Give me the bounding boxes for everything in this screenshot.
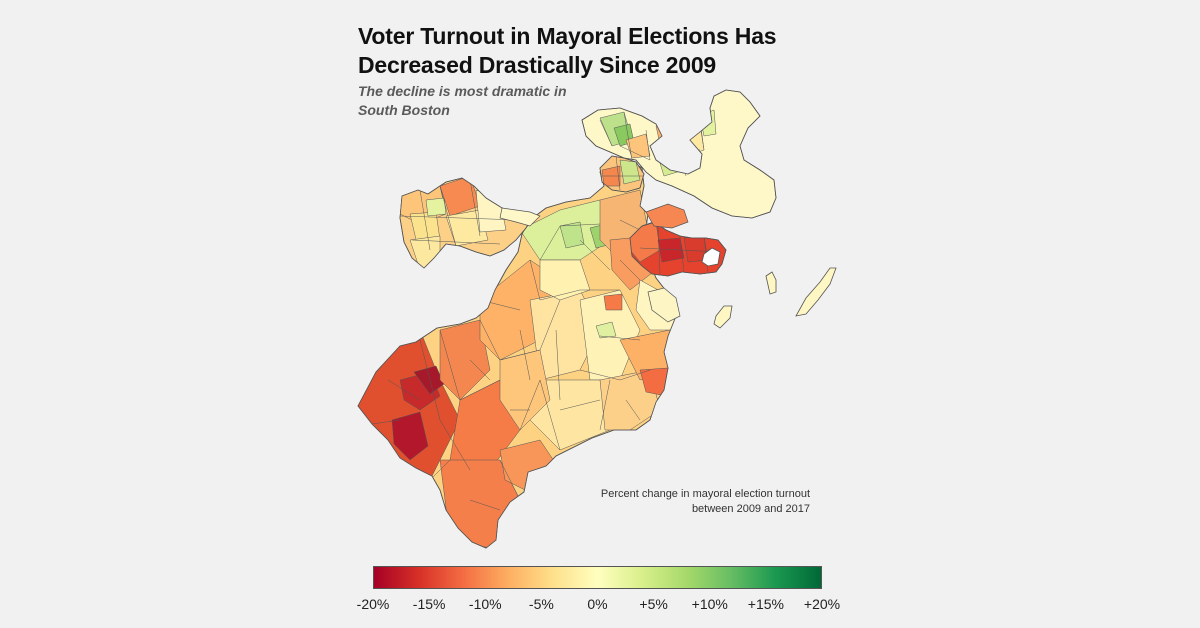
legend-caption: Percent change in mayoral election turno… xyxy=(560,487,810,517)
scale-tick-label: -20% xyxy=(356,596,390,612)
scale-tick-label: -15% xyxy=(412,596,446,612)
scale-tick-label: -10% xyxy=(468,596,502,612)
scale-tick-label: -5% xyxy=(528,596,554,612)
map-subtitle-line-1: The decline is most dramatic in xyxy=(358,83,567,99)
map-title-line-2: Decreased Drastically Since 2009 xyxy=(358,52,717,78)
map-title: Voter Turnout in Mayoral Elections Has D… xyxy=(358,22,818,80)
map-subtitle-line-2: South Boston xyxy=(358,102,450,118)
map-title-line-1: Voter Turnout in Mayoral Elections Has xyxy=(358,23,777,49)
scale-tick-label: +15% xyxy=(747,596,784,612)
scale-tick-label: +5% xyxy=(639,596,668,612)
map-subtitle: The decline is most dramatic in South Bo… xyxy=(358,82,618,120)
color-scale-bar xyxy=(373,566,822,589)
scale-tick-label: 0% xyxy=(587,596,608,612)
legend-caption-line-2: between 2009 and 2017 xyxy=(691,503,810,515)
legend-caption-line-1: Percent change in mayoral election turno… xyxy=(600,488,810,500)
scale-tick-label: +10% xyxy=(691,596,728,612)
scale-tick-label: +20% xyxy=(803,596,841,612)
